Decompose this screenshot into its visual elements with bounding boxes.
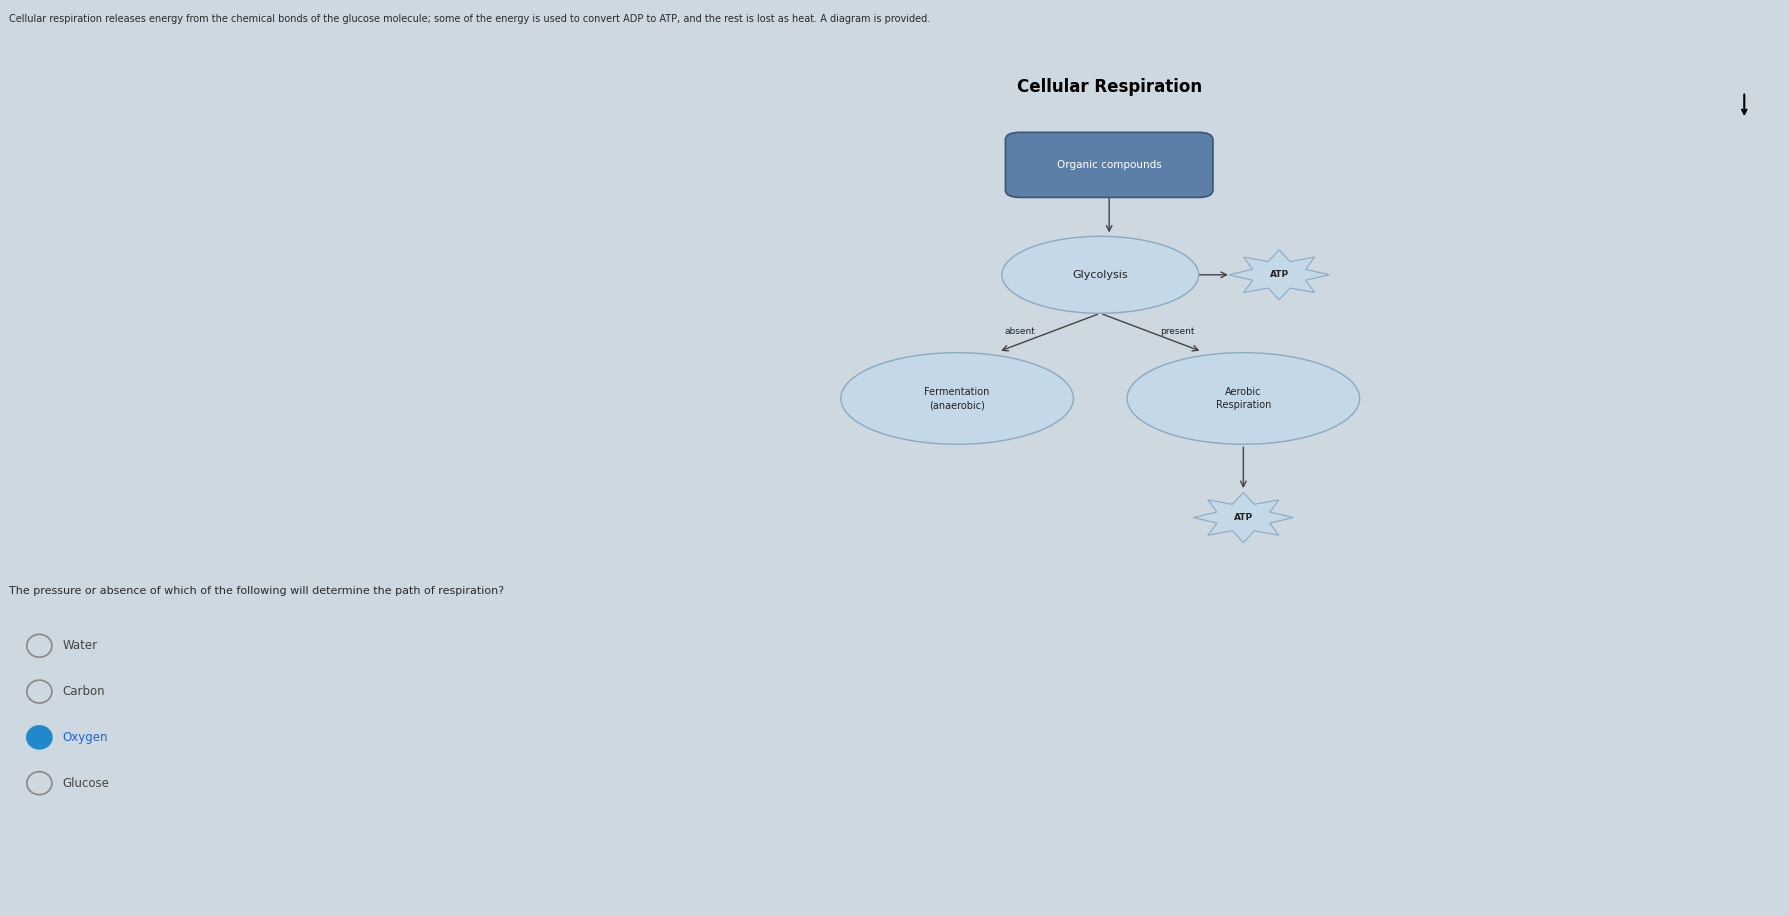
Text: Glucose: Glucose <box>63 777 109 790</box>
Text: ATP: ATP <box>1234 513 1252 522</box>
Text: Cellular Respiration: Cellular Respiration <box>1016 78 1202 96</box>
Ellipse shape <box>1002 236 1199 313</box>
Text: Water: Water <box>63 639 98 652</box>
Text: absent: absent <box>1004 327 1036 336</box>
Text: Aerobic
Respiration: Aerobic Respiration <box>1217 387 1270 410</box>
Ellipse shape <box>841 353 1073 444</box>
Text: Glycolysis: Glycolysis <box>1072 270 1129 279</box>
Ellipse shape <box>27 725 52 749</box>
Text: Fermentation
(anaerobic): Fermentation (anaerobic) <box>925 387 989 410</box>
Polygon shape <box>1229 250 1329 300</box>
Text: The pressure or absence of which of the following will determine the path of res: The pressure or absence of which of the … <box>9 586 504 596</box>
Ellipse shape <box>1127 353 1360 444</box>
Text: Cellular respiration releases energy from the chemical bonds of the glucose mole: Cellular respiration releases energy fro… <box>9 14 930 24</box>
Text: present: present <box>1159 327 1195 336</box>
Text: Oxygen: Oxygen <box>63 731 107 744</box>
Text: Organic compounds: Organic compounds <box>1057 160 1161 169</box>
Text: ATP: ATP <box>1270 270 1288 279</box>
Text: Carbon: Carbon <box>63 685 106 698</box>
FancyBboxPatch shape <box>1005 133 1213 198</box>
Polygon shape <box>1193 493 1293 542</box>
